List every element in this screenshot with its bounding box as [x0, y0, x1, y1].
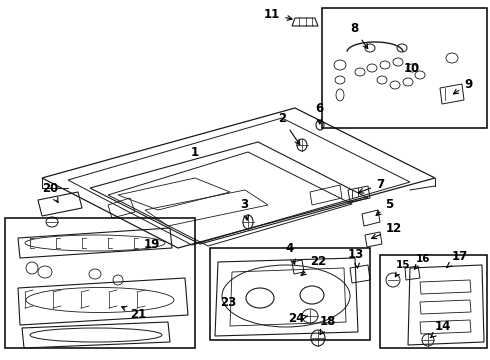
Text: 23: 23 [220, 296, 236, 309]
Text: 21: 21 [122, 307, 146, 321]
Text: 2: 2 [278, 112, 300, 145]
Text: 20: 20 [42, 182, 58, 203]
Text: 12: 12 [372, 222, 402, 239]
Text: 10: 10 [404, 62, 420, 75]
Bar [5, 218, 195, 348]
Text: 15: 15 [395, 260, 411, 277]
Text: 11: 11 [264, 8, 292, 21]
Text: 5: 5 [376, 198, 393, 215]
Text: 7: 7 [359, 178, 384, 193]
Text: 18: 18 [320, 315, 336, 334]
Text: 17: 17 [447, 250, 468, 267]
Text: 14: 14 [431, 320, 451, 338]
Text: 1: 1 [191, 145, 199, 158]
Text: 8: 8 [350, 22, 368, 49]
Bar [380, 255, 487, 348]
Text: 16: 16 [415, 254, 431, 269]
Text: 6: 6 [315, 102, 323, 124]
Text: 19: 19 [144, 238, 160, 252]
Bar [322, 8, 487, 128]
Text: 13: 13 [348, 248, 364, 268]
Text: 22: 22 [301, 255, 326, 275]
Text: 9: 9 [453, 78, 472, 94]
Bar [210, 248, 370, 340]
Text: 4: 4 [285, 242, 295, 264]
Text: 24: 24 [288, 312, 307, 325]
Text: 3: 3 [240, 198, 248, 220]
